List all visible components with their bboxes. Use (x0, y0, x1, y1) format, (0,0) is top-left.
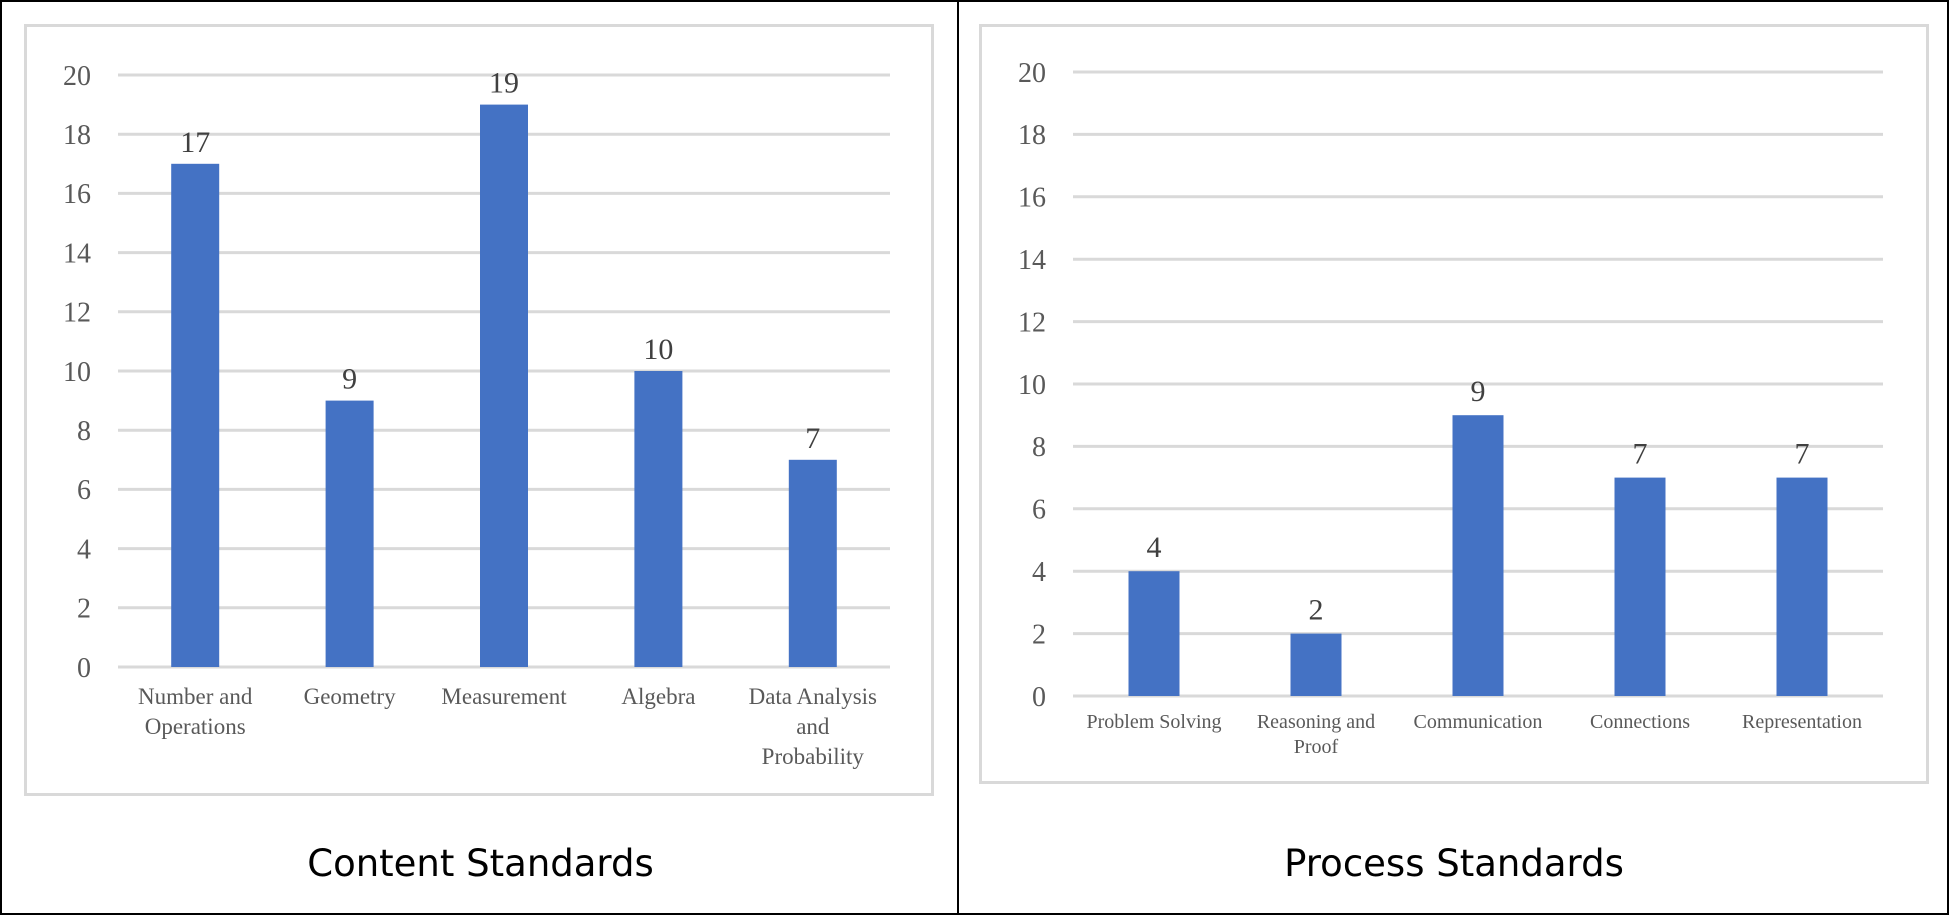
process-y-tick-label: 16 (1018, 183, 1046, 214)
content-category-label: Measurement (441, 684, 567, 709)
content-bar (171, 163, 220, 668)
process-category-label: Problem Solving (1086, 711, 1221, 733)
process-category-label: Connections (1590, 711, 1690, 733)
process-category-label: Reasoning and Proof (1257, 711, 1375, 758)
process-category-label: Communication (1414, 711, 1543, 733)
content-category-label: Geometry (304, 684, 396, 709)
content-category-label: Algebra (621, 684, 695, 709)
process-data-label: 9 (1471, 375, 1486, 408)
content-data-label: 9 (342, 363, 357, 396)
content-category-label-line: Geometry (304, 684, 396, 709)
process-y-tick-label: 12 (1018, 307, 1046, 338)
process-category-label-line: Communication (1414, 711, 1543, 733)
content-y-tick-label: 8 (77, 416, 91, 447)
content-category-label-line: Probability (762, 744, 865, 769)
content-y-tick-label: 16 (63, 179, 91, 210)
content-category-label-line: Measurement (441, 684, 567, 709)
process-standards-title: Process Standards (1284, 842, 1624, 885)
content-category-label-line: Algebra (621, 684, 695, 709)
process-y-tick-label: 6 (1032, 495, 1046, 526)
process-bar (1452, 415, 1504, 696)
process-bar (1776, 477, 1828, 696)
content-y-tick-label: 18 (63, 120, 91, 151)
process-category-label-line: Representation (1742, 711, 1862, 733)
content-standards-chart: 0 2 4 6 8 10 12 14 16 18 20 17 Number and Operations 9… (63, 61, 890, 769)
process-data-label: 2 (1309, 594, 1324, 627)
process-bar (1128, 571, 1180, 696)
process-bar (1614, 477, 1666, 696)
process-category-label-line: Proof (1294, 736, 1339, 758)
process-category-label-line: Reasoning and (1257, 711, 1375, 733)
content-y-tick-label: 20 (63, 61, 91, 92)
content-bar (634, 371, 683, 667)
content-y-tick-label: 0 (77, 653, 91, 684)
content-bar (788, 459, 837, 667)
content-data-label: 17 (180, 126, 210, 159)
process-category-label-line: Problem Solving (1086, 711, 1221, 733)
process-y-tick-label: 2 (1032, 619, 1046, 650)
process-category-label-line: Connections (1590, 711, 1690, 733)
content-data-label: 19 (489, 67, 519, 100)
process-data-label: 4 (1147, 531, 1162, 564)
process-y-tick-label: 0 (1032, 682, 1046, 713)
process-y-tick-label: 14 (1018, 245, 1046, 276)
process-standards-chart: 0 2 4 6 8 10 12 14 16 18 20 4 Problem Solving 2 Reason… (1018, 58, 1883, 758)
content-y-tick-label: 6 (77, 475, 91, 506)
process-y-tick-label: 20 (1018, 58, 1046, 89)
process-y-tick-label: 18 (1018, 120, 1046, 151)
process-data-label: 7 (1633, 438, 1648, 471)
content-standards-chart-frame: 0 2 4 6 8 10 12 14 16 18 20 17 Number and Operations 9… (24, 24, 934, 796)
process-data-label: 7 (1795, 438, 1810, 471)
content-y-tick-label: 2 (77, 594, 91, 625)
process-bar (1290, 633, 1342, 696)
content-category-label-line: Number and (138, 684, 253, 709)
content-standards-title: Content Standards (307, 842, 654, 885)
content-y-tick-label: 14 (63, 238, 91, 269)
process-y-tick-label: 8 (1032, 432, 1046, 463)
content-y-tick-label: 10 (63, 357, 91, 388)
content-category-label: Number and Operations (138, 684, 253, 739)
content-y-tick-label: 12 (63, 298, 91, 329)
content-category-label-line: and (796, 714, 830, 739)
process-y-tick-label: 4 (1032, 557, 1046, 588)
content-y-tick-label: 4 (77, 534, 91, 565)
content-category-label: Data Analysis and Probability (749, 684, 877, 769)
content-bar (480, 104, 528, 668)
content-bar (325, 400, 374, 667)
panel-divider (957, 2, 959, 913)
content-category-label-line: Data Analysis (749, 684, 877, 709)
process-y-tick-label: 10 (1018, 370, 1046, 401)
content-category-label-line: Operations (145, 714, 246, 739)
process-standards-chart-frame: 0 2 4 6 8 10 12 14 16 18 20 4 Problem Solving 2 Reason… (979, 24, 1929, 784)
content-data-label: 10 (643, 333, 673, 366)
process-category-label: Representation (1742, 711, 1862, 733)
content-data-label: 7 (805, 422, 820, 455)
